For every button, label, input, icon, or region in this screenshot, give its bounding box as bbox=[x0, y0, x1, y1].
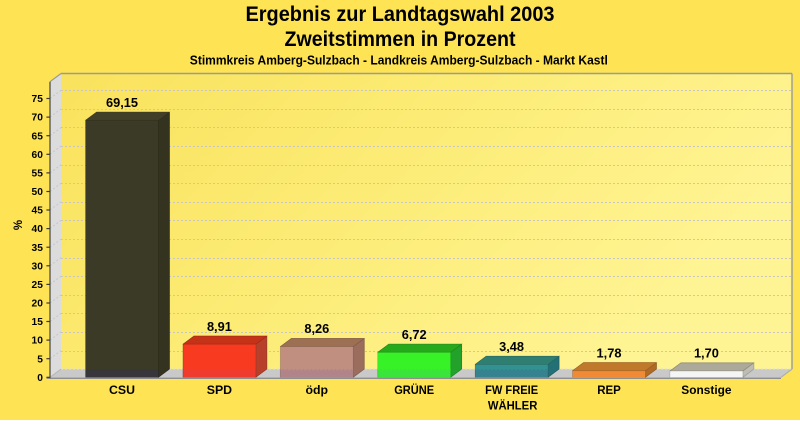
svg-text:50: 50 bbox=[32, 187, 44, 198]
svg-text:CSU: CSU bbox=[109, 383, 135, 397]
svg-text:69,15: 69,15 bbox=[106, 95, 138, 110]
svg-text:15: 15 bbox=[32, 317, 44, 328]
svg-text:40: 40 bbox=[32, 224, 44, 235]
svg-text:Ergebnis zur Landtagswahl 2003: Ergebnis zur Landtagswahl 2003 bbox=[246, 3, 555, 26]
svg-text:75: 75 bbox=[32, 94, 44, 105]
svg-text:Zweitstimmen in Prozent: Zweitstimmen in Prozent bbox=[285, 28, 516, 51]
svg-text:%: % bbox=[13, 220, 25, 230]
svg-text:ödp: ödp bbox=[306, 383, 329, 397]
svg-text:35: 35 bbox=[32, 243, 44, 254]
svg-text:55: 55 bbox=[32, 169, 44, 180]
svg-text:8,91: 8,91 bbox=[207, 319, 232, 334]
svg-text:10: 10 bbox=[32, 336, 44, 347]
svg-text:20: 20 bbox=[32, 299, 44, 310]
svg-text:Sonstige: Sonstige bbox=[681, 383, 731, 397]
svg-text:65: 65 bbox=[32, 131, 44, 142]
svg-text:WÄHLER: WÄHLER bbox=[488, 398, 538, 413]
svg-text:1,70: 1,70 bbox=[694, 346, 719, 361]
svg-text:0: 0 bbox=[37, 373, 43, 384]
svg-text:30: 30 bbox=[32, 261, 44, 272]
svg-text:6,72: 6,72 bbox=[402, 327, 427, 342]
svg-text:45: 45 bbox=[32, 206, 44, 217]
svg-text:5: 5 bbox=[37, 354, 43, 365]
svg-text:70: 70 bbox=[32, 113, 44, 124]
svg-text:1,78: 1,78 bbox=[597, 345, 622, 360]
svg-text:FW FREIE: FW FREIE bbox=[485, 383, 538, 397]
svg-text:3,48: 3,48 bbox=[499, 339, 524, 354]
svg-text:GRÜNE: GRÜNE bbox=[394, 382, 434, 397]
svg-text:SPD: SPD bbox=[207, 383, 232, 397]
svg-text:Stimmkreis Amberg-Sulzbach - L: Stimmkreis Amberg-Sulzbach - Landkreis A… bbox=[190, 53, 608, 68]
svg-text:60: 60 bbox=[32, 150, 44, 161]
svg-text:25: 25 bbox=[32, 280, 44, 291]
svg-text:8,26: 8,26 bbox=[304, 321, 329, 336]
svg-text:REP: REP bbox=[597, 383, 621, 397]
